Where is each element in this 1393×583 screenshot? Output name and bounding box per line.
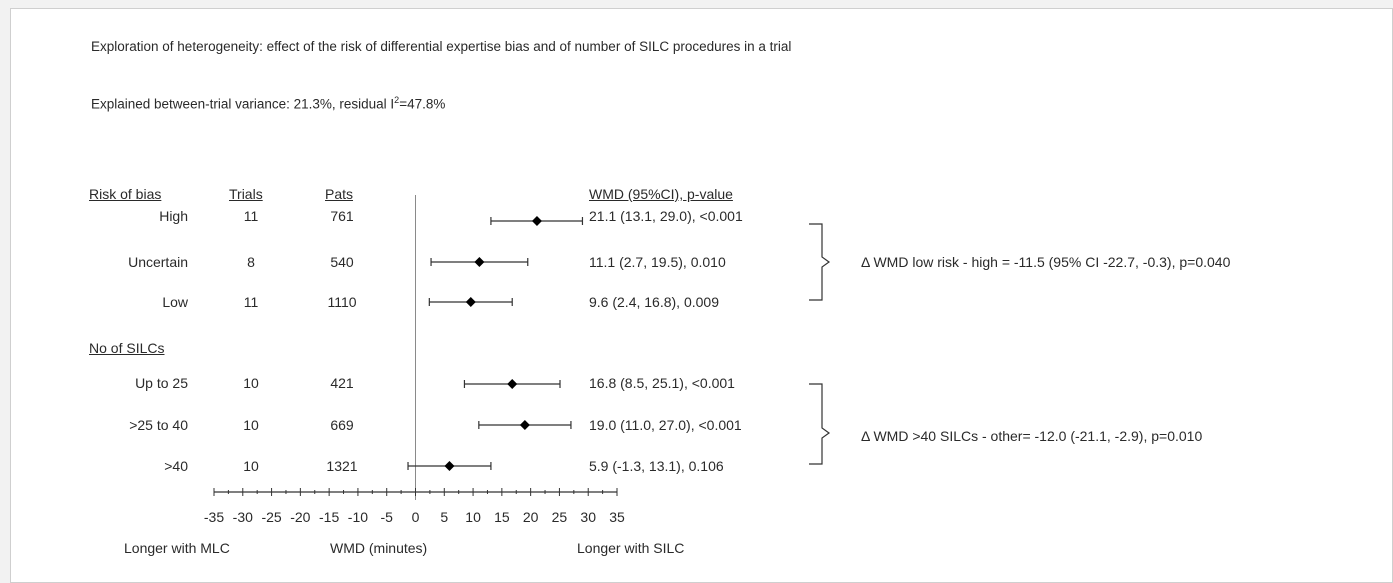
- axis-note-right: Longer with SILC: [577, 540, 685, 556]
- row-pats: 669: [330, 417, 354, 433]
- x-tick-label: 15: [494, 509, 510, 525]
- row-result: 19.0 (11.0, 27.0), <0.001: [589, 417, 742, 433]
- x-tick-label: -10: [348, 509, 368, 525]
- row-label: >40: [164, 458, 188, 474]
- x-tick-label: -20: [290, 509, 310, 525]
- axis-note-left: Longer with MLC: [124, 540, 230, 556]
- header-trials: Trials: [229, 186, 263, 202]
- row-label: >25 to 40: [129, 417, 188, 433]
- chart-title: Exploration of heterogeneity: effect of …: [91, 39, 792, 54]
- x-tick-label: 20: [523, 509, 539, 525]
- x-tick-label: 5: [440, 509, 448, 525]
- delta-silcs: Δ WMD >40 SILCs - other= -12.0 (-21.1, -…: [861, 428, 1203, 444]
- x-tick-label: 10: [465, 509, 481, 525]
- header-no-of-silcs: No of SILCs: [89, 340, 165, 356]
- point-estimate: [507, 379, 518, 389]
- figure-frame: [10, 8, 1393, 583]
- row-result: 5.9 (-1.3, 13.1), 0.106: [589, 458, 724, 474]
- row-trials: 8: [247, 254, 255, 270]
- point-estimate: [474, 257, 485, 267]
- x-tick-label: 25: [552, 509, 568, 525]
- header-result: WMD (95%CI), p-value: [589, 186, 733, 202]
- axis-title: WMD (minutes): [330, 540, 428, 556]
- header-pats: Pats: [325, 186, 354, 202]
- point-estimate: [531, 216, 542, 226]
- row-pats: 421: [330, 375, 354, 391]
- row-trials: 11: [243, 294, 259, 310]
- row-result: 11.1 (2.7, 19.5), 0.010: [589, 254, 726, 270]
- row-trials: 11: [243, 208, 259, 224]
- x-tick-label: 0: [412, 509, 420, 525]
- delta-risk-of-bias: Δ WMD low risk - high = -11.5 (95% CI -2…: [861, 254, 1231, 270]
- row-result: 9.6 (2.4, 16.8), 0.009: [589, 294, 719, 310]
- header-risk-of-bias: Risk of bias: [89, 186, 162, 202]
- row-result: 21.1 (13.1, 29.0), <0.001: [589, 208, 743, 224]
- bracket-silcs: [809, 383, 831, 465]
- x-tick-label: -5: [380, 509, 393, 525]
- x-tick-label: -25: [261, 509, 281, 525]
- x-tick-label: -35: [204, 509, 224, 525]
- subtitle-superscript: 2: [394, 95, 400, 105]
- x-tick-label: -30: [233, 509, 253, 525]
- x-tick-label: 35: [609, 509, 625, 525]
- subtitle-tail: =47.8%: [399, 96, 446, 112]
- row-pats: 1110: [327, 294, 357, 310]
- row-pats: 1321: [326, 458, 358, 474]
- row-label: High: [159, 208, 188, 224]
- row-label: Up to 25: [135, 375, 188, 391]
- row-result: 16.8 (8.5, 25.1), <0.001: [589, 375, 735, 391]
- row-pats: 540: [330, 254, 354, 270]
- point-estimate: [519, 420, 530, 430]
- chart-subtitle: Explained between-trial variance: 21.3%,…: [91, 95, 445, 112]
- x-tick-label: -15: [319, 509, 339, 525]
- point-estimate: [465, 297, 476, 307]
- subtitle-main: Explained between-trial variance: 21.3%,…: [91, 96, 395, 112]
- row-trials: 10: [243, 458, 259, 474]
- bracket-risk-of-bias: [809, 223, 831, 301]
- row-trials: 10: [243, 417, 259, 433]
- row-label: Uncertain: [128, 254, 188, 270]
- x-tick-label: 30: [580, 509, 596, 525]
- row-trials: 10: [243, 375, 259, 391]
- point-estimate: [444, 461, 455, 471]
- plot-layer: -35 -30 -25 -20 -15 -10 -5 0 5 10 15 20 25 30 35: [204, 195, 625, 525]
- row-label: Low: [162, 294, 188, 310]
- row-pats: 761: [330, 208, 354, 224]
